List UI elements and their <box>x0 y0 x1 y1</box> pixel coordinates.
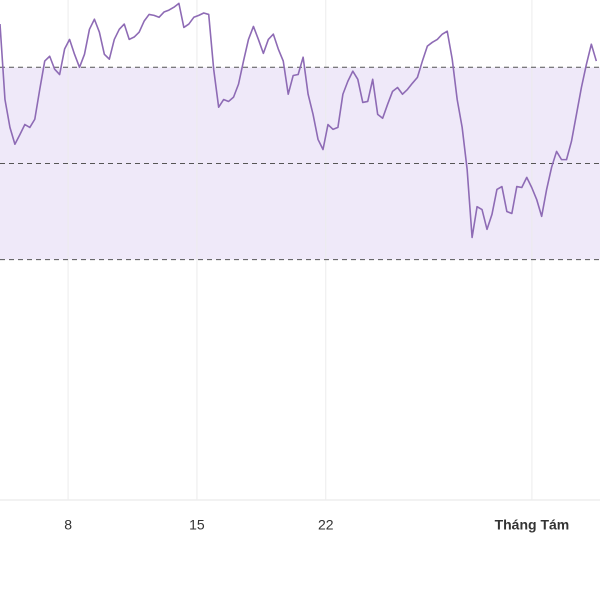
x-tick-label: 22 <box>318 517 334 533</box>
line-series <box>0 2 598 239</box>
x-tick-label: Tháng Tám <box>495 517 570 533</box>
x-tick-label: 8 <box>64 517 72 533</box>
x-tick-label: 15 <box>189 517 205 533</box>
